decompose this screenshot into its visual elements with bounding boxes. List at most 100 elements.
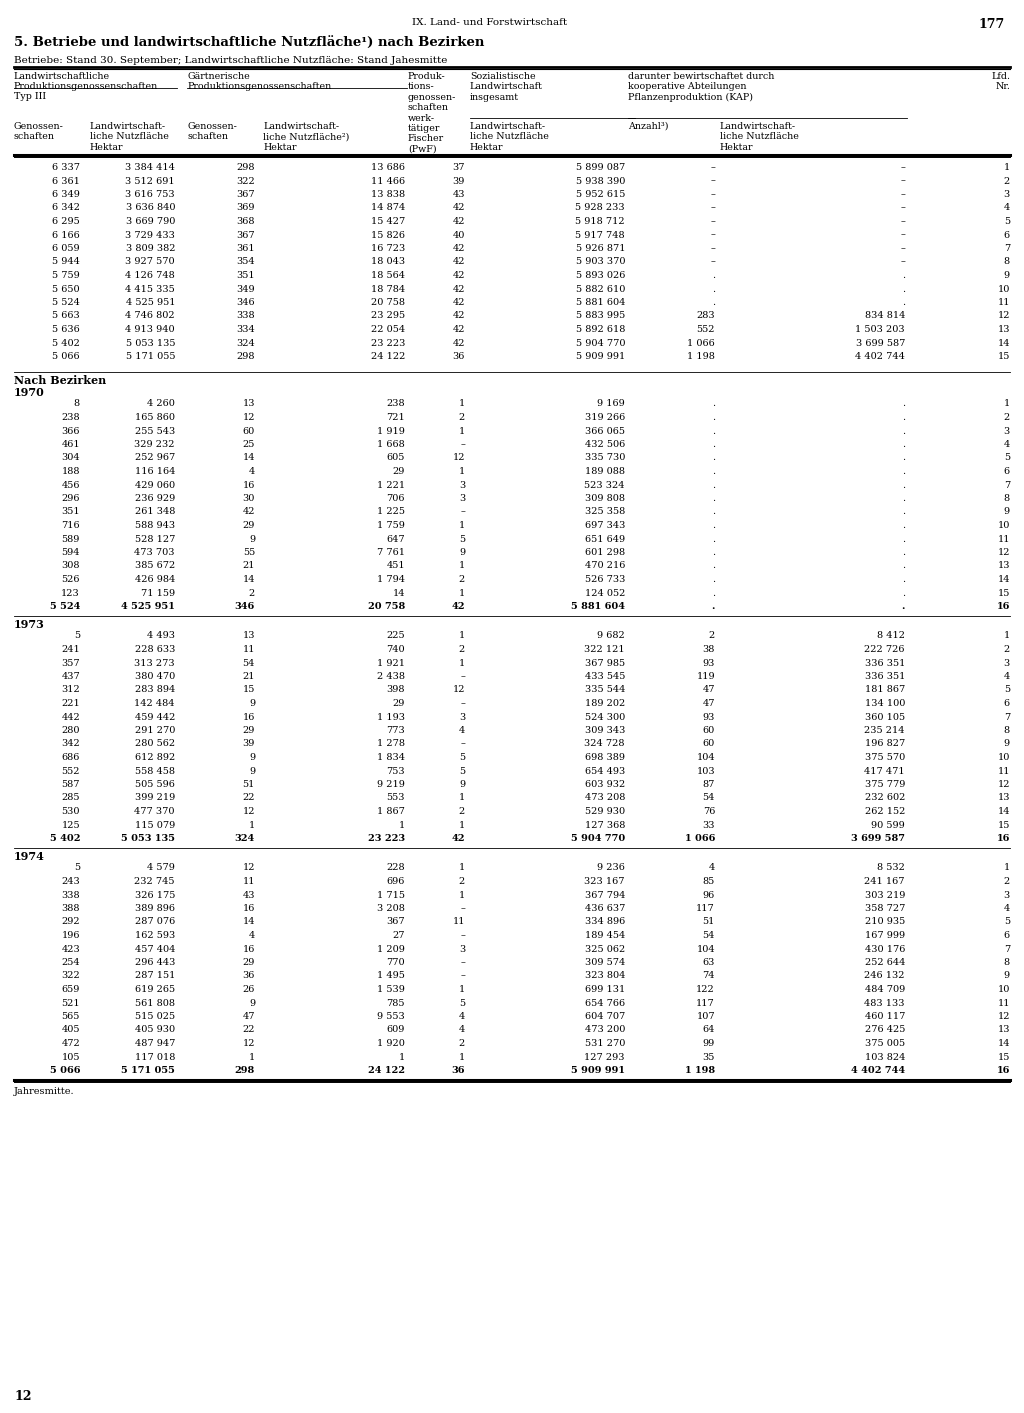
Text: 437: 437 <box>61 673 80 681</box>
Text: 280: 280 <box>61 726 80 735</box>
Text: 1 198: 1 198 <box>687 352 715 360</box>
Text: 13 838: 13 838 <box>371 189 406 199</box>
Text: 14 874: 14 874 <box>371 203 406 212</box>
Text: 9: 9 <box>1004 972 1010 981</box>
Text: 255 543: 255 543 <box>135 427 175 435</box>
Text: 3: 3 <box>459 480 465 489</box>
Text: 3: 3 <box>459 495 465 503</box>
Text: 470 216: 470 216 <box>585 561 625 571</box>
Text: 1: 1 <box>459 658 465 667</box>
Text: 338: 338 <box>237 311 255 321</box>
Text: 36: 36 <box>452 1065 465 1075</box>
Text: –: – <box>460 972 465 981</box>
Text: 338: 338 <box>61 890 80 900</box>
Text: 23 295: 23 295 <box>371 311 406 321</box>
Text: 43: 43 <box>243 890 255 900</box>
Text: 605: 605 <box>387 454 406 462</box>
Text: 3 384 414: 3 384 414 <box>125 162 175 172</box>
Text: 436 637: 436 637 <box>585 904 625 913</box>
Text: 292: 292 <box>61 917 80 927</box>
Text: 9: 9 <box>1004 739 1010 749</box>
Text: 43: 43 <box>453 189 465 199</box>
Text: 457 404: 457 404 <box>134 944 175 954</box>
Text: 5 663: 5 663 <box>52 311 80 321</box>
Text: 483 133: 483 133 <box>864 999 905 1007</box>
Text: 686: 686 <box>61 753 80 762</box>
Text: –: – <box>900 177 905 185</box>
Text: 659: 659 <box>61 985 80 993</box>
Text: 477 370: 477 370 <box>134 807 175 815</box>
Text: –: – <box>900 189 905 199</box>
Text: 461: 461 <box>61 439 80 449</box>
Text: 9: 9 <box>459 548 465 557</box>
Text: 3: 3 <box>459 944 465 954</box>
Text: 285: 285 <box>61 794 80 803</box>
Text: 14: 14 <box>243 454 255 462</box>
Text: 3 699 587: 3 699 587 <box>851 834 905 844</box>
Text: 1: 1 <box>1004 400 1010 408</box>
Text: 699 131: 699 131 <box>585 985 625 993</box>
Text: 5: 5 <box>1004 685 1010 695</box>
Text: .: . <box>712 427 715 435</box>
Text: Landwirtschaft-
liche Nutzfläche²)
Hektar: Landwirtschaft- liche Nutzfläche²) Hekta… <box>263 122 349 151</box>
Text: –: – <box>900 244 905 253</box>
Text: 12: 12 <box>243 1039 255 1048</box>
Text: .: . <box>712 468 715 476</box>
Text: 27: 27 <box>392 931 406 940</box>
Text: Landwirtschaft-
liche Nutzfläche
Hektar: Landwirtschaft- liche Nutzfläche Hektar <box>470 122 549 151</box>
Text: 530: 530 <box>61 807 80 815</box>
Text: 3 809 382: 3 809 382 <box>126 244 175 253</box>
Text: 47: 47 <box>702 699 715 708</box>
Text: 134 100: 134 100 <box>864 699 905 708</box>
Text: 601 298: 601 298 <box>585 548 625 557</box>
Text: 5 918 712: 5 918 712 <box>575 218 625 226</box>
Text: .: . <box>712 271 715 280</box>
Text: 740: 740 <box>386 644 406 654</box>
Text: 85: 85 <box>702 877 715 886</box>
Text: 612 892: 612 892 <box>135 753 175 762</box>
Text: 5 944: 5 944 <box>52 257 80 267</box>
Text: 346: 346 <box>237 298 255 307</box>
Text: 9: 9 <box>249 699 255 708</box>
Text: .: . <box>902 480 905 489</box>
Text: 335 730: 335 730 <box>585 454 625 462</box>
Text: 5 917 748: 5 917 748 <box>575 230 625 239</box>
Text: 10: 10 <box>997 753 1010 762</box>
Text: 380 470: 380 470 <box>135 673 175 681</box>
Text: 262 152: 262 152 <box>864 807 905 815</box>
Text: .: . <box>712 495 715 503</box>
Text: 13: 13 <box>997 561 1010 571</box>
Text: 189 088: 189 088 <box>585 468 625 476</box>
Text: 107: 107 <box>696 1012 715 1022</box>
Text: 834 814: 834 814 <box>864 311 905 321</box>
Text: 5 904 770: 5 904 770 <box>575 339 625 348</box>
Text: 20 758: 20 758 <box>371 298 406 307</box>
Text: 232 602: 232 602 <box>864 794 905 803</box>
Text: 11 466: 11 466 <box>371 177 406 185</box>
Text: 361: 361 <box>237 244 255 253</box>
Text: .: . <box>902 439 905 449</box>
Text: 505 596: 505 596 <box>135 780 175 788</box>
Text: 13: 13 <box>997 325 1010 333</box>
Text: 177: 177 <box>979 18 1005 31</box>
Text: 38: 38 <box>702 644 715 654</box>
Text: 238: 238 <box>386 400 406 408</box>
Text: 1970: 1970 <box>14 387 45 398</box>
Text: 6 166: 6 166 <box>52 230 80 239</box>
Text: 9 219: 9 219 <box>377 780 406 788</box>
Text: .: . <box>902 468 905 476</box>
Text: .: . <box>902 427 905 435</box>
Text: 60: 60 <box>702 739 715 749</box>
Text: 5 402: 5 402 <box>52 339 80 348</box>
Text: 588 943: 588 943 <box>135 521 175 530</box>
Text: 322: 322 <box>61 972 80 981</box>
Text: 5: 5 <box>459 753 465 762</box>
Text: 6 342: 6 342 <box>52 203 80 212</box>
Text: 6 349: 6 349 <box>52 189 80 199</box>
Text: 3 616 753: 3 616 753 <box>125 189 175 199</box>
Text: 1 715: 1 715 <box>377 890 406 900</box>
Text: 167 999: 167 999 <box>865 931 905 940</box>
Text: –: – <box>710 218 715 226</box>
Text: 125: 125 <box>61 821 80 829</box>
Text: 1: 1 <box>459 985 465 993</box>
